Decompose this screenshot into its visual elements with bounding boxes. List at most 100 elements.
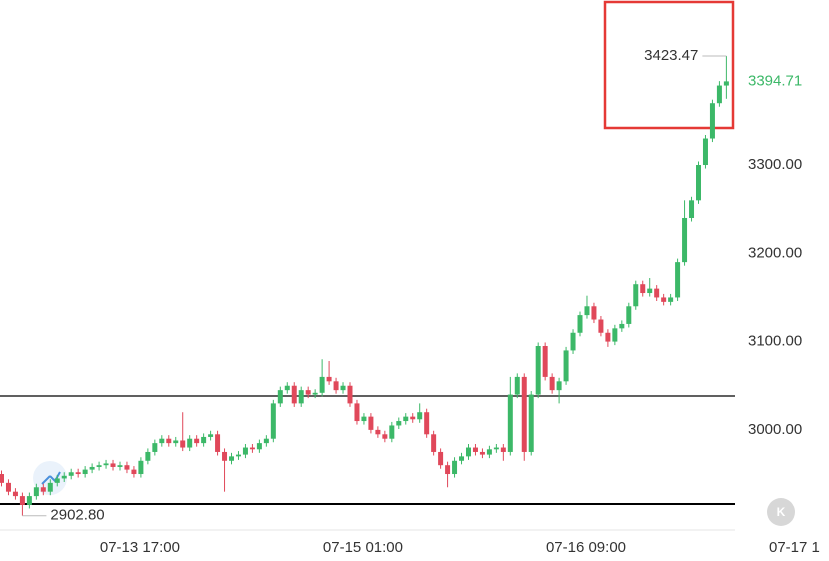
candle-body	[138, 460, 144, 475]
candle-body	[256, 443, 262, 450]
y-tick-label: 3300.00	[748, 156, 802, 173]
candle-body	[201, 436, 207, 444]
candle-body	[459, 456, 465, 461]
candle-body	[215, 434, 221, 452]
candle-body	[696, 165, 701, 201]
candle-body	[249, 447, 255, 450]
candle-body	[445, 465, 451, 475]
last-price-label: 3394.71	[748, 72, 802, 89]
candle-body	[82, 469, 88, 475]
candle-body	[396, 421, 402, 426]
candle-body	[640, 284, 646, 294]
candle-body	[180, 440, 186, 448]
candle-body	[291, 385, 297, 404]
candle-body	[368, 416, 374, 430]
candle-body	[277, 390, 283, 404]
candle-body	[319, 376, 325, 393]
candle-body	[514, 376, 520, 395]
candle-body	[417, 412, 423, 420]
candle-body	[222, 451, 228, 461]
candle-body	[528, 394, 534, 452]
candle-body	[61, 475, 67, 479]
candle-body	[242, 447, 248, 455]
candle-body	[361, 416, 367, 422]
candle-body	[68, 472, 74, 476]
candle-body	[270, 403, 276, 439]
candle-body	[647, 288, 653, 294]
candle-body	[465, 447, 471, 457]
candle-body	[166, 438, 172, 444]
kline-button-glyph: K	[777, 505, 786, 519]
candle-body	[0, 474, 4, 483]
candle-body	[486, 449, 492, 455]
candle-body	[235, 454, 241, 457]
candle-body	[54, 478, 60, 483]
candle-body	[96, 465, 102, 467]
candle-body	[89, 466, 95, 470]
candle-body	[584, 306, 590, 316]
candle-body	[521, 376, 527, 452]
candle-body	[549, 376, 555, 391]
candle-body	[668, 297, 674, 302]
candle-body	[298, 390, 304, 404]
candle-body	[263, 438, 269, 444]
y-tick-label: 3200.00	[748, 244, 802, 261]
candle-body	[47, 482, 53, 492]
candle-body	[556, 381, 562, 391]
candle-body	[333, 381, 339, 391]
candle-body	[103, 463, 109, 466]
candle-body	[542, 346, 548, 377]
candle-body	[33, 487, 39, 497]
candle-body	[661, 297, 667, 302]
candle-body	[431, 434, 437, 452]
candle-body	[619, 323, 625, 329]
candle-body	[654, 288, 660, 298]
candle-body	[347, 385, 353, 404]
kline-button[interactable]	[767, 498, 795, 526]
candle-body	[438, 451, 444, 466]
x-tick-label: 07-15 01:00	[323, 539, 403, 556]
candle-body	[12, 491, 18, 497]
candle-body	[382, 434, 388, 439]
candle-body	[689, 200, 695, 218]
candle-body	[493, 447, 499, 450]
candle-body	[675, 262, 681, 298]
candle-body	[452, 460, 458, 475]
low-label: 2902.80	[50, 507, 104, 524]
candle-body	[682, 217, 688, 263]
x-tick-label: 07-13 17:00	[100, 539, 180, 556]
candle-body	[26, 496, 32, 505]
candle-body	[403, 416, 409, 422]
candle-body	[479, 451, 485, 455]
candle-body	[389, 425, 395, 439]
candle-body	[159, 438, 165, 444]
candle-body	[19, 496, 25, 505]
candle-body	[577, 315, 583, 333]
candle-body	[152, 443, 158, 452]
candle-body	[124, 465, 130, 470]
candle-body	[633, 284, 639, 307]
candle-body	[354, 403, 360, 422]
candle-body	[5, 482, 11, 492]
candle-body	[40, 487, 46, 492]
candle-body	[410, 416, 416, 420]
candle-body	[326, 376, 332, 382]
candle-body	[229, 456, 235, 461]
highlight-box	[603, 0, 735, 130]
candle-body	[709, 103, 715, 139]
x-tick-label: 07-16 09:00	[546, 539, 626, 556]
candle-body	[472, 447, 478, 452]
drawing-tool-icon[interactable]	[33, 461, 67, 495]
candle-body	[535, 346, 541, 395]
candle-body	[340, 385, 346, 391]
candle-body	[591, 306, 597, 320]
candle-body	[605, 332, 611, 342]
candle-body	[145, 451, 151, 461]
candle-body	[305, 390, 311, 395]
candle-body	[612, 328, 618, 342]
candle-body	[570, 332, 576, 351]
candle-body	[723, 81, 729, 86]
candle-body	[702, 138, 708, 166]
